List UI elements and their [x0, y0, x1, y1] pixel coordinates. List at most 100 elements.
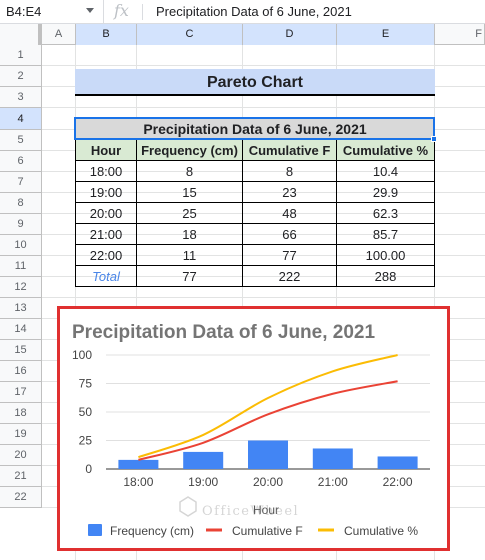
- sheet-title[interactable]: Pareto Chart: [75, 69, 435, 96]
- cell-cumulative-f[interactable]: 8: [242, 160, 337, 182]
- row-header-16[interactable]: 16: [0, 361, 42, 382]
- y-tick-label: 50: [79, 405, 93, 419]
- column-header-b[interactable]: B: [76, 24, 137, 45]
- grid-line: [242, 45, 243, 560]
- row-header-4[interactable]: 4: [0, 108, 42, 130]
- row-header-17[interactable]: 17: [0, 382, 42, 403]
- row-header-3[interactable]: 3: [0, 87, 42, 108]
- column-header-a[interactable]: A: [42, 24, 76, 45]
- x-tick-label: 22:00: [383, 475, 413, 489]
- name-box[interactable]: B4:E4: [0, 0, 104, 24]
- precipitation-table: Precipitation Data of 6 June, 2021 Hour …: [75, 117, 435, 287]
- selection-fill-handle[interactable]: [431, 136, 437, 142]
- header-cumulative-f[interactable]: Cumulative F: [242, 139, 337, 161]
- legend-label[interactable]: Cumulative %: [344, 524, 418, 538]
- y-tick-label: 75: [79, 377, 93, 391]
- grid-line: [75, 45, 76, 560]
- column-header-e[interactable]: E: [337, 24, 435, 45]
- row-header-10[interactable]: 10: [0, 235, 42, 256]
- cell-hour[interactable]: 19:00: [75, 181, 137, 203]
- x-tick-label: 20:00: [253, 475, 283, 489]
- officewheel-watermark: OfficeWheel: [179, 496, 299, 519]
- formula-separator: [142, 4, 143, 20]
- watermark-text: OfficeWheel: [202, 504, 299, 519]
- cell-cumulative-percent[interactable]: 29.9: [336, 181, 435, 203]
- table-row: 22:00 11 77 100.00: [75, 244, 435, 266]
- x-tick-label: 21:00: [318, 475, 348, 489]
- cell-frequency[interactable]: 15: [136, 181, 243, 203]
- watermark-logo-icon: [179, 496, 197, 517]
- series-line-cumulative-[interactable]: [138, 354, 398, 459]
- column-header-d[interactable]: D: [243, 24, 337, 45]
- cell-hour[interactable]: 18:00: [75, 160, 137, 182]
- row-header-7[interactable]: 7: [0, 172, 42, 193]
- y-tick-label: 25: [79, 434, 93, 448]
- chart-title: Precipitation Data of 6 June, 2021: [72, 322, 375, 343]
- table-row: 21:00 18 66 85.7: [75, 223, 435, 245]
- table-caption[interactable]: Precipitation Data of 6 June, 2021: [75, 117, 435, 140]
- cell-total-label[interactable]: Total: [75, 265, 137, 287]
- legend-label[interactable]: Cumulative F: [232, 524, 303, 538]
- grid-line: [336, 45, 337, 560]
- row-header-11[interactable]: 11: [0, 256, 42, 277]
- column-header-f[interactable]: F: [435, 24, 485, 45]
- cell-cumulative-f[interactable]: 23: [242, 181, 337, 203]
- row-header-5[interactable]: 5: [0, 130, 42, 151]
- series-line-cumulative-f[interactable]: [138, 380, 398, 461]
- y-tick-label: 100: [72, 348, 92, 362]
- legend-swatch-bar: [88, 524, 102, 536]
- pareto-chart[interactable]: Precipitation Data of 6 June, 2021 0 25 50…: [57, 306, 450, 551]
- row-header-12[interactable]: 12: [0, 277, 42, 298]
- row-header-22[interactable]: 22: [0, 487, 42, 508]
- bar-2100[interactable]: [312, 448, 353, 469]
- row-header-1[interactable]: 1: [0, 45, 42, 66]
- cell-hour[interactable]: 21:00: [75, 223, 137, 245]
- cell-cumulative-percent[interactable]: 100.00: [336, 244, 435, 266]
- row-header-21[interactable]: 21: [0, 466, 42, 487]
- header-cumulative-percent[interactable]: Cumulative %: [336, 139, 435, 161]
- row-header-2[interactable]: 2: [0, 66, 42, 87]
- cell-cumulative-f[interactable]: 48: [242, 202, 337, 224]
- bar-2000[interactable]: [248, 440, 288, 470]
- row-header-19[interactable]: 19: [0, 424, 42, 445]
- legend-label[interactable]: Frequency (cm): [110, 524, 194, 538]
- name-box-dropdown-icon[interactable]: [86, 8, 94, 13]
- bar-1900[interactable]: [183, 451, 224, 469]
- x-tick-label: 19:00: [188, 475, 218, 489]
- cell-cumulative-percent[interactable]: 85.7: [336, 223, 435, 245]
- row-header-18[interactable]: 18: [0, 403, 42, 424]
- grid-line: [136, 45, 137, 560]
- cell-total-frequency[interactable]: 77: [136, 265, 243, 287]
- cell-total-cumulative-percent[interactable]: 288: [336, 265, 435, 287]
- cell-cumulative-percent[interactable]: 62.3: [336, 202, 435, 224]
- cell-cumulative-percent[interactable]: 10.4: [336, 160, 435, 182]
- cell-total-cumulative-f[interactable]: 222: [242, 265, 337, 287]
- row-header-6[interactable]: 6: [0, 151, 42, 172]
- formula-input[interactable]: Precipitation Data of 6 June, 2021: [156, 4, 352, 19]
- cell-frequency[interactable]: 11: [136, 244, 243, 266]
- row-header-14[interactable]: 14: [0, 319, 42, 340]
- cell-hour[interactable]: 22:00: [75, 244, 137, 266]
- header-frequency[interactable]: Frequency (cm): [136, 139, 243, 161]
- cell-frequency[interactable]: 18: [136, 223, 243, 245]
- row-header-8[interactable]: 8: [0, 193, 42, 214]
- table-row: 19:00 15 23 29.9: [75, 181, 435, 203]
- column-header-c[interactable]: C: [137, 24, 243, 45]
- cell-cumulative-f[interactable]: 66: [242, 223, 337, 245]
- table-row: 20:00 25 48 62.3: [75, 202, 435, 224]
- bar-2200[interactable]: [377, 456, 418, 469]
- bar-1800[interactable]: [118, 459, 159, 469]
- row-header-15[interactable]: 15: [0, 340, 42, 361]
- cell-frequency[interactable]: 8: [136, 160, 243, 182]
- grid-line: [42, 65, 485, 66]
- row-header-13[interactable]: 13: [0, 298, 42, 319]
- cell-hour[interactable]: 20:00: [75, 202, 137, 224]
- select-all-corner[interactable]: [0, 24, 42, 45]
- x-axis-label: Hour: [253, 503, 279, 517]
- cell-cumulative-f[interactable]: 77: [242, 244, 337, 266]
- fx-icon: fx: [114, 1, 129, 20]
- cell-frequency[interactable]: 25: [136, 202, 243, 224]
- header-hour[interactable]: Hour: [75, 139, 137, 161]
- row-header-20[interactable]: 20: [0, 445, 42, 466]
- row-header-9[interactable]: 9: [0, 214, 42, 235]
